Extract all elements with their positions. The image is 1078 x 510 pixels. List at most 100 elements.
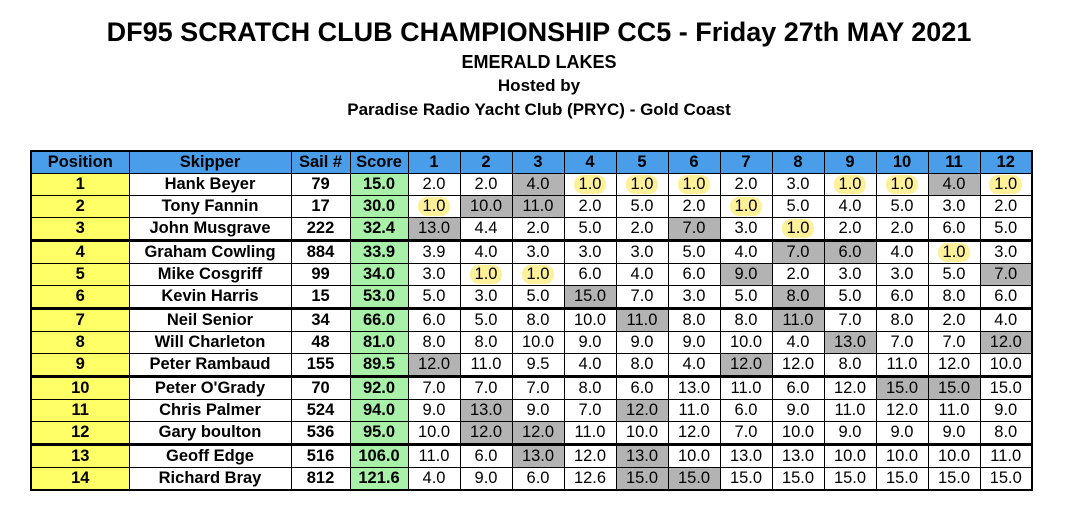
table-row: 9 Peter Rambaud 155 89.5 12.0 11.0 9.5 4.0 8.0 4.…	[30, 353, 1033, 377]
race-result-cell: 3.0	[823, 263, 877, 286]
header-row: Position Skipper Sail # Score 1 2 3 4 5 …	[30, 150, 1033, 174]
race-result-cell: 5.0	[823, 285, 877, 309]
race-result-cell: 4.0	[823, 195, 877, 218]
race-result-cell: 12.0	[511, 421, 565, 445]
score-cell: 106.0	[349, 443, 409, 468]
race-result-cell: 2.0	[407, 173, 461, 196]
race-result-cell: 5.0	[771, 195, 825, 218]
race-result-cell: 3.9	[407, 239, 461, 264]
position-header: Position	[30, 150, 130, 174]
race-result-cell: 11.0	[407, 443, 461, 468]
race-result-cell: 5.0	[667, 239, 721, 264]
race-result-cell: 2.0	[511, 217, 565, 241]
race-header: 10	[875, 150, 929, 174]
position-cell: 6	[30, 285, 130, 309]
race-result-cell: 1.0	[667, 173, 721, 196]
race-result-cell: 11.0	[719, 375, 773, 400]
race-result-cell: 1.0	[771, 217, 825, 241]
race-result-cell: 6.0	[563, 263, 617, 286]
sail-cell: 812	[290, 467, 351, 491]
race-header: 5	[615, 150, 669, 174]
sail-cell: 15	[290, 285, 351, 309]
table-row: 11 Chris Palmer 524 94.0 9.0 13.0 9.0 7.0 12.0 11…	[30, 399, 1033, 422]
race-result-cell: 15.0	[875, 375, 929, 400]
race-result-cell: 15.0	[927, 467, 981, 491]
position-cell: 7	[30, 307, 130, 332]
race-win-highlight: 1.0	[833, 175, 867, 194]
race-result-cell: 9.0	[719, 263, 773, 286]
skipper-cell: Graham Cowling	[128, 239, 292, 264]
race-result-cell: 12.0	[979, 331, 1033, 354]
sail-cell: 884	[290, 239, 351, 264]
score-cell: 30.0	[349, 195, 409, 218]
race-result-cell: 2.0	[771, 263, 825, 286]
race-result-cell: 11.0	[563, 421, 617, 445]
race-result-cell: 10.0	[667, 443, 721, 468]
skipper-cell: Mike Cosgriff	[128, 263, 292, 286]
race-result-cell: 13.0	[823, 331, 877, 354]
race-result-cell: 5.0	[459, 307, 513, 332]
race-result-cell: 12.0	[563, 443, 617, 468]
race-result-cell: 6.0	[823, 239, 877, 264]
race-result-cell: 6.0	[979, 285, 1033, 309]
race-result-cell: 15.0	[979, 467, 1033, 491]
race-result-cell: 8.0	[823, 353, 877, 377]
race-result-cell: 3.0	[927, 195, 981, 218]
score-cell: 89.5	[349, 353, 409, 377]
skipper-cell: Richard Bray	[128, 467, 292, 491]
score-cell: 32.4	[349, 217, 409, 241]
host-club: Paradise Radio Yacht Club (PRYC) - Gold …	[347, 100, 731, 119]
sail-cell: 524	[290, 399, 351, 422]
race-result-cell: 9.0	[615, 331, 669, 354]
race-result-cell: 9.0	[771, 399, 825, 422]
position-cell: 14	[30, 467, 130, 491]
score-cell: 95.0	[349, 421, 409, 445]
table-row: 7 Neil Senior 34 66.0 6.0 5.0 8.0 10.0 11.0 8.0 8.…	[30, 307, 1033, 332]
race-result-cell: 9.0	[667, 331, 721, 354]
race-result-cell: 6.0	[875, 285, 929, 309]
skipper-cell: Peter O'Grady	[128, 375, 292, 400]
skipper-cell: Kevin Harris	[128, 285, 292, 309]
race-result-cell: 7.0	[459, 375, 513, 400]
race-result-cell: 2.0	[875, 217, 929, 241]
race-result-cell: 6.0	[771, 375, 825, 400]
race-result-cell: 2.0	[979, 195, 1033, 218]
sail-header: Sail #	[290, 150, 351, 174]
race-result-cell: 8.0	[667, 307, 721, 332]
race-result-cell: 2.0	[615, 217, 669, 241]
race-result-cell: 15.0	[875, 467, 929, 491]
race-header: 3	[511, 150, 565, 174]
race-win-highlight: 1.0	[989, 175, 1023, 194]
race-result-cell: 3.0	[615, 239, 669, 264]
race-result-cell: 3.0	[979, 239, 1033, 264]
race-result-cell: 7.0	[719, 421, 773, 445]
race-result-cell: 2.0	[459, 173, 513, 196]
race-result-cell: 13.0	[511, 443, 565, 468]
skipper-cell: John Musgrave	[128, 217, 292, 241]
race-header: 2	[459, 150, 513, 174]
sail-cell: 17	[290, 195, 351, 218]
race-result-cell: 3.0	[719, 217, 773, 241]
sail-cell: 34	[290, 307, 351, 332]
race-result-cell: 11.0	[979, 443, 1033, 468]
race-result-cell: 7.0	[511, 375, 565, 400]
race-result-cell: 15.0	[771, 467, 825, 491]
race-result-cell: 7.0	[979, 263, 1033, 286]
race-result-cell: 7.0	[771, 239, 825, 264]
race-result-cell: 15.0	[615, 467, 669, 491]
results-body: 1 Hank Beyer 79 15.0 2.0 2.0 4.0 1.0 1.0 1.0 2.0 3.…	[30, 173, 1033, 491]
sail-cell: 222	[290, 217, 351, 241]
race-result-cell: 12.0	[771, 353, 825, 377]
race-result-cell: 3.0	[667, 285, 721, 309]
race-result-cell: 11.0	[875, 353, 929, 377]
skipper-cell: Neil Senior	[128, 307, 292, 332]
race-result-cell: 1.0	[563, 173, 617, 196]
position-cell: 13	[30, 443, 130, 468]
race-result-cell: 8.0	[407, 331, 461, 354]
race-result-cell: 1.0	[823, 173, 877, 196]
race-result-cell: 2.0	[563, 195, 617, 218]
position-cell: 1	[30, 173, 130, 196]
race-result-cell: 10.0	[823, 443, 877, 468]
race-result-cell: 1.0	[927, 239, 981, 264]
race-result-cell: 4.0	[875, 239, 929, 264]
